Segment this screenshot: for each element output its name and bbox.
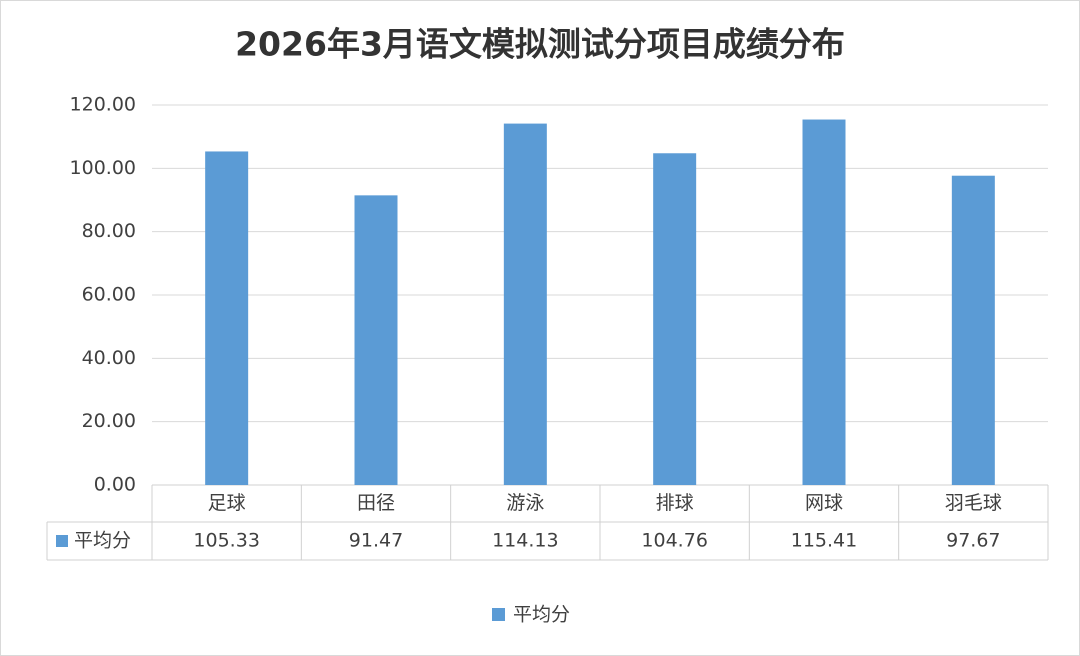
table-value: 104.76 [641,530,707,552]
x-tick-label: 排球 [656,492,694,514]
table-value: 105.33 [193,530,259,552]
table-series-name: 平均分 [74,530,131,552]
x-tick-label: 网球 [805,492,843,514]
y-tick-label: 0.00 [94,474,136,496]
x-tick-label: 羽毛球 [945,492,1002,514]
table-value: 91.47 [349,530,403,552]
chart-title: 2026年3月语文模拟测试分项目成绩分布 [235,25,845,64]
bar [802,119,846,485]
bar [653,153,697,485]
x-tick-label: 游泳 [506,492,544,514]
y-tick-label: 100.00 [70,157,136,179]
y-tick-label: 20.00 [82,410,136,432]
table-value: 115.41 [791,530,857,552]
bar [951,175,995,485]
bar [205,151,249,485]
bar [354,195,398,485]
table-legend-key [56,535,68,547]
legend-key [492,608,505,621]
y-tick-label: 40.00 [82,347,136,369]
table-value: 97.67 [946,530,1000,552]
y-tick-label: 120.00 [70,94,136,116]
x-tick-label: 足球 [208,492,246,514]
y-tick-label: 80.00 [82,220,136,242]
table-value: 114.13 [492,530,558,552]
legend-label: 平均分 [513,604,570,626]
x-tick-label: 田径 [357,492,395,514]
bar [503,123,547,486]
y-tick-label: 60.00 [82,284,136,306]
